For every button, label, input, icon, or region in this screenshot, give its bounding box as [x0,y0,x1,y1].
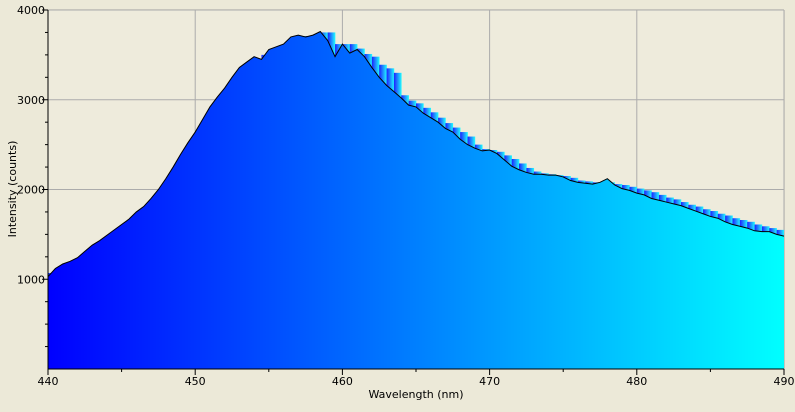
y-tick-label: 3000 [17,94,45,107]
y-tick-label: 1000 [17,273,45,286]
y-axis-label: Intensity (counts) [6,141,19,238]
spectrum-area [48,30,784,369]
x-tick-label: 470 [479,375,500,388]
y-tick-label: 2000 [17,184,45,197]
axis-labels: Wavelength (nm) Intensity (counts) [6,141,464,401]
axes: 440 450 460 470 480 490 1000 2000 3000 4000 [17,4,795,388]
x-tick-label: 450 [185,375,206,388]
x-axis-label: Wavelength (nm) [368,388,463,401]
x-tick-label: 480 [626,375,647,388]
x-tick-label: 460 [332,375,353,388]
x-tick-label: 440 [38,375,59,388]
spectrum-fill [48,31,784,369]
y-tick-label: 4000 [17,4,45,17]
x-tick-label: 490 [774,375,795,388]
spectrum-line [48,30,784,277]
